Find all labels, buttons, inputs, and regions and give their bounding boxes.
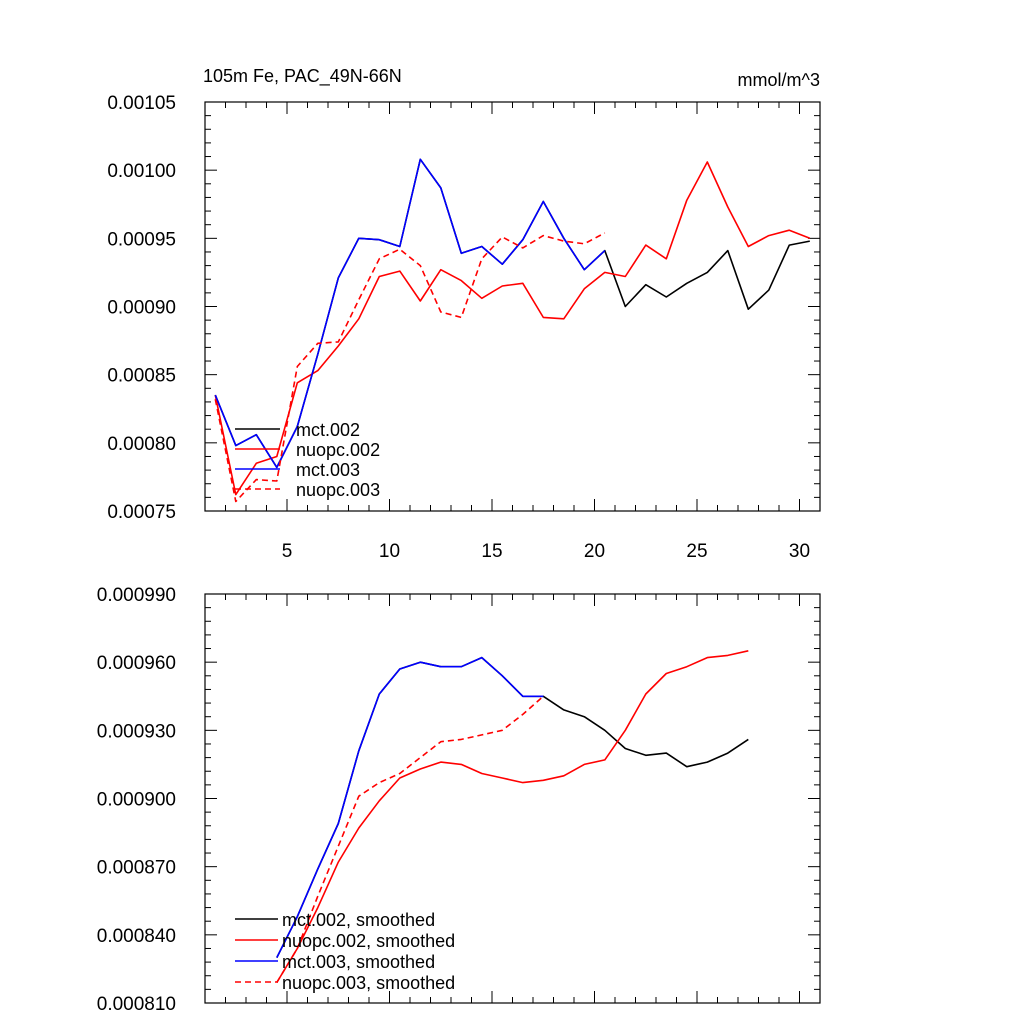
y-tick-label: 0.000900 bbox=[97, 790, 176, 811]
legend-label: nuopc.002, smoothed bbox=[282, 931, 455, 951]
y-tick-label: 0.00075 bbox=[107, 502, 176, 523]
series-line-mct-003-smoothed bbox=[276, 656, 544, 958]
legend-label: nuopc.003, smoothed bbox=[282, 973, 455, 993]
legend-label: mct.002 bbox=[296, 420, 360, 440]
y-tick-label: 0.00095 bbox=[107, 229, 176, 250]
series-line-nuopc-002-smoothed bbox=[276, 650, 749, 983]
y-tick-label: 0.000810 bbox=[97, 994, 176, 1015]
series-line-nuopc-003 bbox=[214, 232, 606, 503]
top-ticks bbox=[204, 101, 821, 512]
bottom-series bbox=[276, 650, 749, 983]
bottom-ticks bbox=[204, 593, 821, 1004]
y-tick-label: 0.000930 bbox=[97, 721, 176, 742]
x-tick-label: 30 bbox=[789, 541, 810, 562]
y-tick-label: 0.00085 bbox=[107, 366, 176, 387]
top-tick-labels: 0.00075 0.00080 0.00085 0.00090 0.00095 0.001… bbox=[107, 93, 810, 562]
top-series bbox=[214, 158, 811, 503]
y-tick-label: 0.00090 bbox=[107, 298, 176, 319]
legend-label: mct.003, smoothed bbox=[282, 952, 435, 972]
top-panel: 105m Fe, PAC_49N-66N mmol/m^3 0.000750.0… bbox=[107, 66, 821, 562]
top-chart-title: 105m Fe, PAC_49N-66N bbox=[203, 66, 402, 87]
y-tick-label: 0.000990 bbox=[97, 585, 176, 606]
x-tick-label: 20 bbox=[584, 541, 605, 562]
bottom-tick-labels: 0.000810 0.000840 0.000870 0.000900 0.000930… bbox=[97, 585, 176, 1015]
series-line-nuopc-002 bbox=[214, 161, 811, 496]
series-line-mct-003 bbox=[214, 158, 606, 469]
y-tick-label: 0.000840 bbox=[97, 926, 176, 947]
top-chart-units: mmol/m^3 bbox=[738, 70, 820, 90]
y-tick-label: 0.00080 bbox=[107, 434, 176, 455]
legend-label: nuopc.002 bbox=[296, 440, 380, 460]
legend-label: mct.003 bbox=[296, 460, 360, 480]
y-tick-label: 0.00105 bbox=[107, 93, 176, 114]
y-tick-label: 0.00100 bbox=[107, 161, 176, 182]
legend-label: mct.002, smoothed bbox=[282, 910, 435, 930]
series-line-nuopc-003-smoothed bbox=[276, 695, 544, 983]
bottom-panel: 0.000810 0.000840 0.000870 0.000900 0.000930… bbox=[97, 585, 821, 1015]
x-tick-label: 15 bbox=[481, 541, 502, 562]
x-tick-label: 10 bbox=[379, 541, 400, 562]
y-tick-label: 0.000870 bbox=[97, 858, 176, 879]
legend-label: nuopc.003 bbox=[296, 480, 380, 500]
x-tick-label: 25 bbox=[686, 541, 707, 562]
x-tick-label: 5 bbox=[282, 541, 293, 562]
y-tick-label: 0.000960 bbox=[97, 653, 176, 674]
